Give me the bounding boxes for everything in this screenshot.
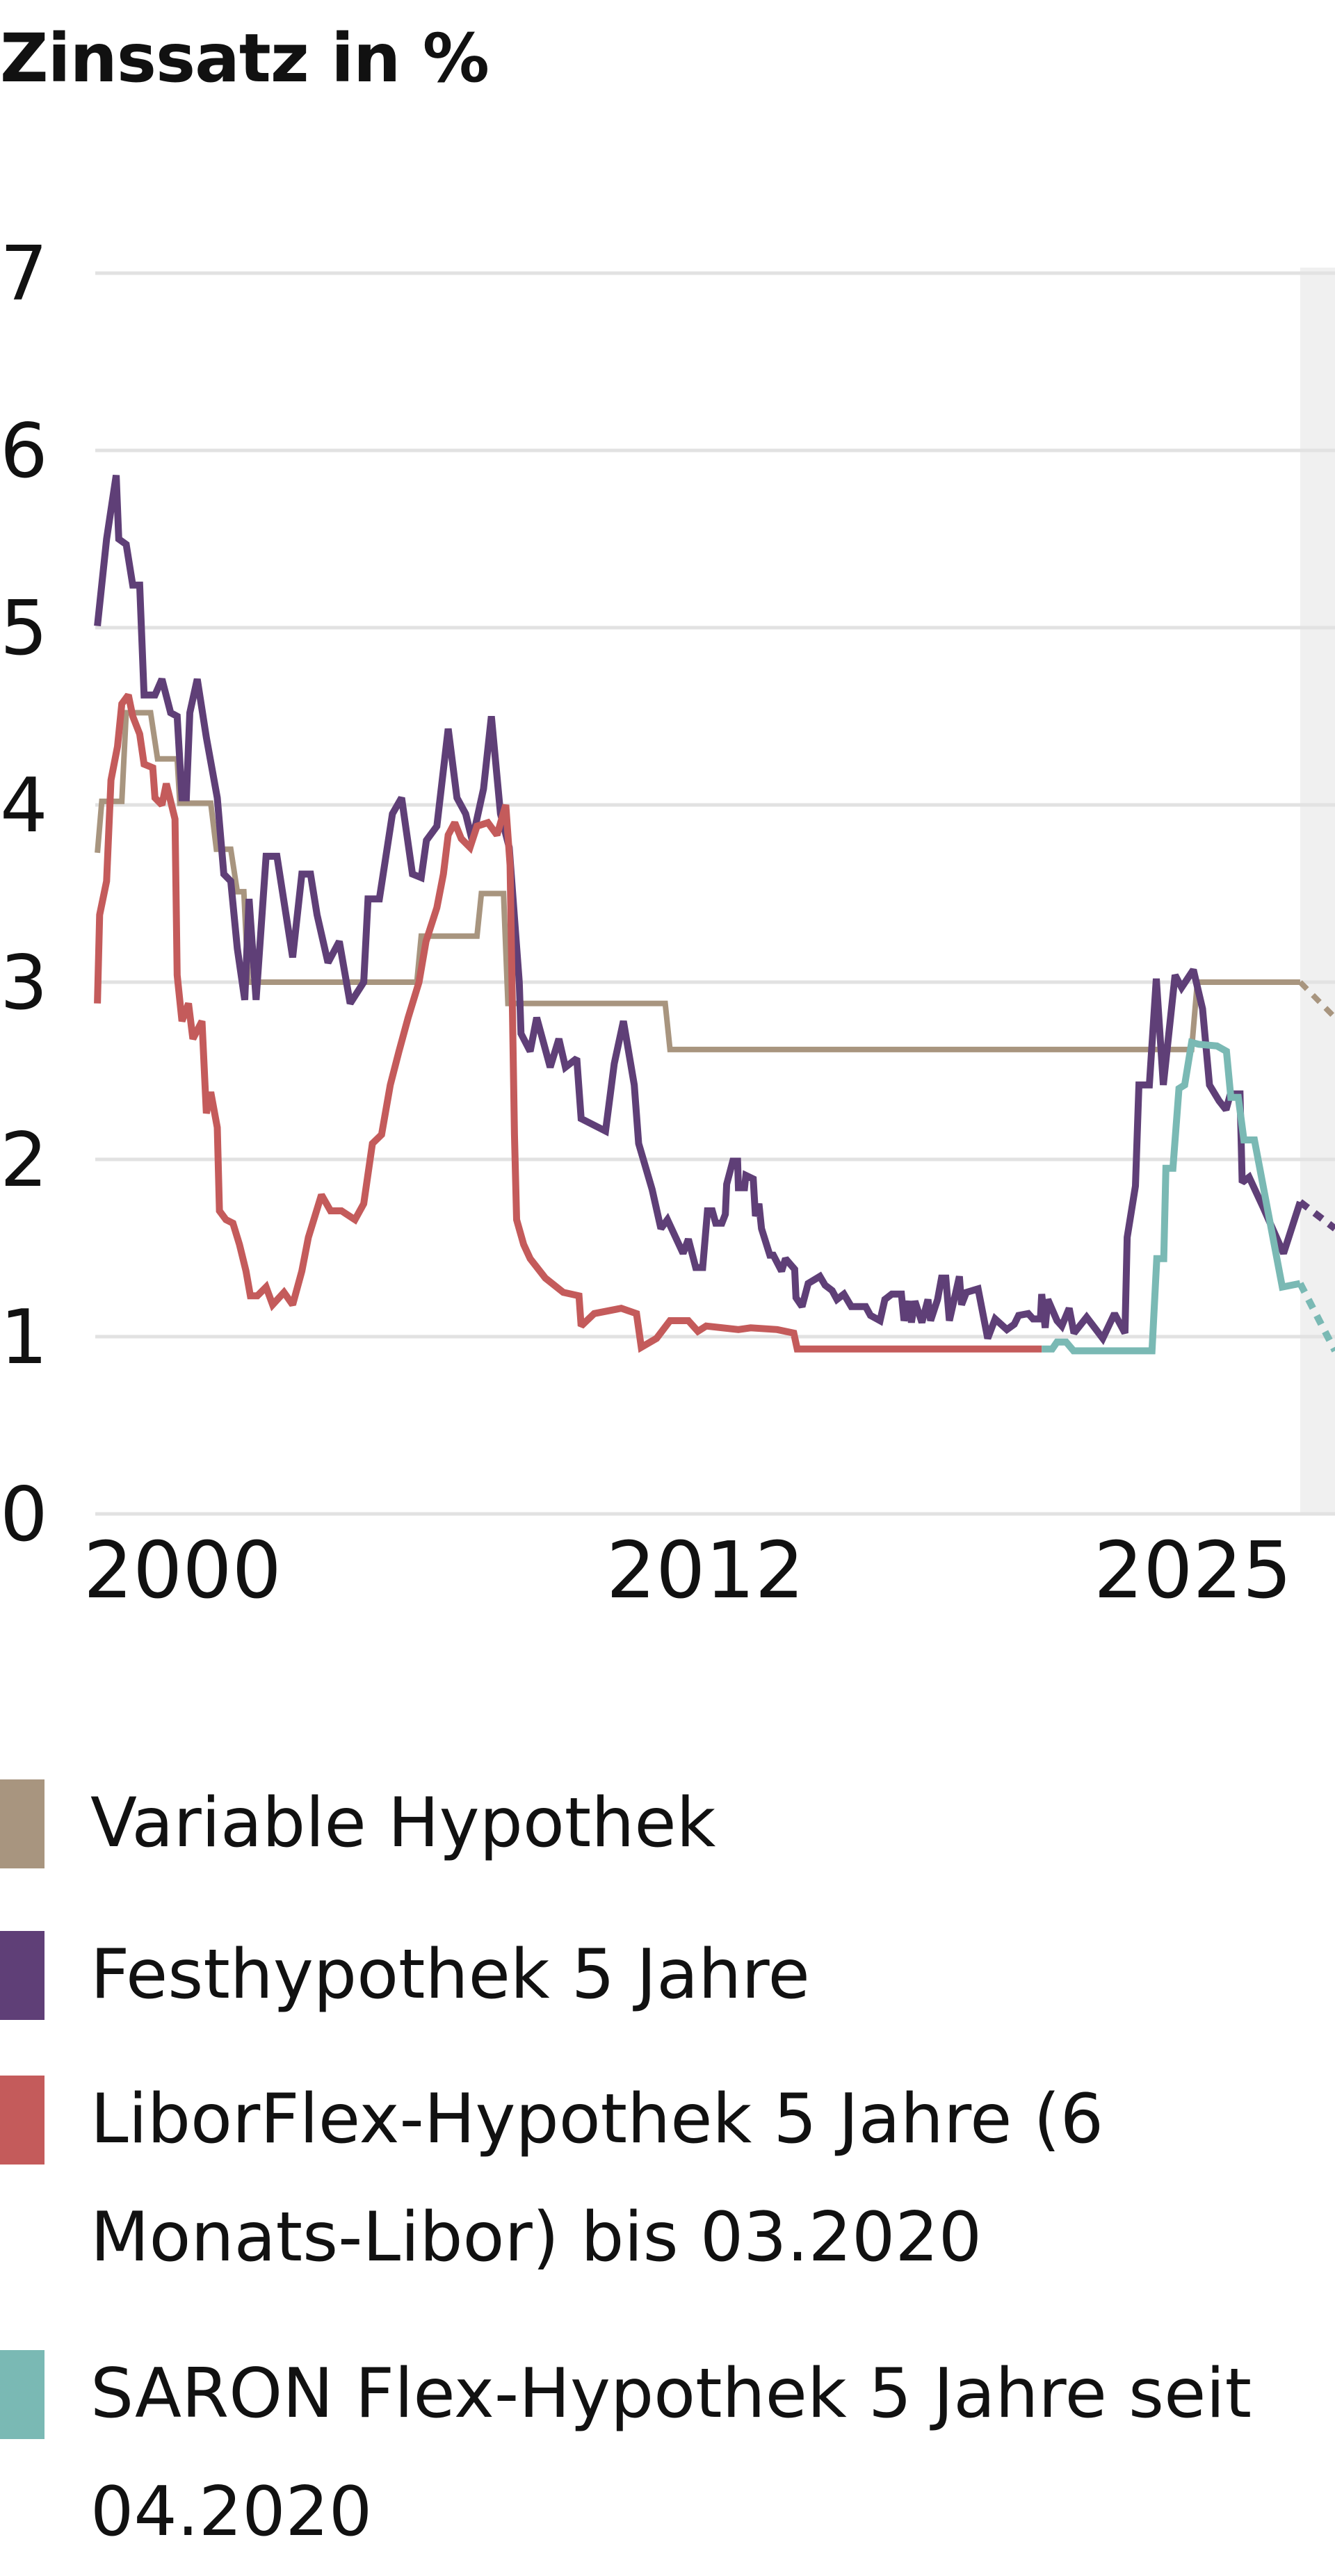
series-line-1: [94, 474, 1304, 1346]
legend-item-liborflex: LiborFlex-Hypothek 5 Jahre (6 Monats-Lib…: [0, 2076, 1286, 2297]
y-tick-label: 3: [0, 940, 48, 1027]
series-forecast-3: [1297, 1282, 1335, 1353]
legend-label: Festhypothek 5 Jahre: [90, 1935, 810, 2014]
series-forecast-0: [1298, 980, 1335, 1020]
y-tick-label: 4: [0, 763, 48, 849]
y-tick-label: 2: [0, 1117, 48, 1204]
legend-item-variable: Variable Hypothek: [0, 1779, 1286, 1882]
legend-swatch: [0, 2076, 44, 2165]
legend-label: SARON Flex-Hypothek 5 Jahre seit 04.2020: [90, 2354, 1252, 2552]
legend-swatch: [0, 1779, 44, 1868]
y-tick-label: 1: [0, 1294, 48, 1381]
x-tick-label: 2012: [606, 1526, 804, 1616]
legend-swatch: [0, 1931, 44, 2020]
y-tick-label: 7: [0, 231, 48, 318]
legend-item-fest: Festhypothek 5 Jahre: [0, 1931, 1286, 2034]
series-line-2: [94, 692, 1042, 1353]
series-forecast-1: [1297, 1199, 1335, 1232]
forecast-band: [1300, 268, 1335, 1514]
chart-title: Zinssatz in %: [0, 19, 490, 97]
series-line-0: [95, 710, 1300, 1052]
y-tick-label: 6: [0, 408, 48, 495]
legend-item-saron: SARON Flex-Hypothek 5 Jahre seit 04.2020: [0, 2350, 1286, 2571]
x-tick-label: 2000: [83, 1526, 282, 1616]
legend-label: LiborFlex-Hypothek 5 Jahre (6 Monats-Lib…: [90, 2080, 1104, 2277]
line-chart: 0 1 2 3 4 5 6 7 2000 2012 2025: [0, 231, 1335, 1616]
x-tick-label: 2025: [1094, 1526, 1292, 1616]
series-line-3: [1042, 1038, 1301, 1355]
legend-label: Variable Hypothek: [90, 1784, 716, 1863]
y-tick-label: 0: [0, 1472, 48, 1558]
y-tick-label: 5: [0, 585, 48, 672]
legend-swatch: [0, 2350, 44, 2439]
